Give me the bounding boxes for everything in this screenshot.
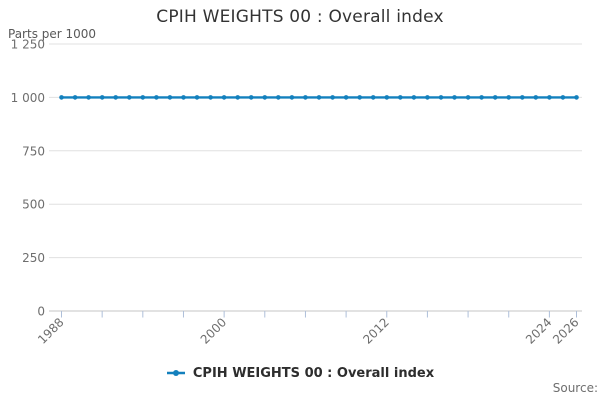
x-axis-tick-label: 1988 bbox=[35, 315, 66, 346]
series-point-marker bbox=[248, 95, 254, 100]
series-point-marker bbox=[479, 95, 484, 100]
series-point-marker bbox=[316, 95, 322, 100]
legend-item[interactable]: CPIH WEIGHTS 00 : Overall index bbox=[0, 363, 600, 383]
series-point-marker bbox=[167, 95, 173, 100]
legend-series-marker-icon bbox=[166, 370, 185, 376]
series-point-marker bbox=[574, 95, 579, 100]
series-point-marker bbox=[330, 95, 335, 100]
series-point-marker bbox=[533, 95, 539, 100]
y-axis-tick-label: 1 250 bbox=[11, 38, 45, 52]
x-axis-tick-label: 2026 bbox=[550, 315, 581, 346]
series-point-marker bbox=[370, 95, 376, 100]
series-point-marker bbox=[194, 95, 200, 100]
series-point-marker bbox=[276, 95, 281, 100]
y-axis-tick-label: 500 bbox=[22, 198, 45, 212]
series-point-marker bbox=[72, 95, 78, 100]
series-point-marker bbox=[384, 95, 390, 100]
y-axis-tick-label: 0 bbox=[37, 305, 45, 319]
series-point-marker bbox=[357, 95, 363, 100]
series-point-marker bbox=[181, 95, 186, 100]
series-point-marker bbox=[506, 95, 512, 100]
x-axis-tick-label: 2024 bbox=[523, 315, 554, 346]
series-point-marker bbox=[113, 95, 118, 100]
series-point-marker bbox=[127, 95, 132, 100]
x-axis-tick-label: 2012 bbox=[360, 315, 391, 346]
series-point-marker bbox=[411, 95, 417, 100]
x-axis-tick-label: 2000 bbox=[198, 315, 229, 346]
legend-label: CPIH WEIGHTS 00 : Overall index bbox=[192, 365, 435, 381]
series-point-marker bbox=[303, 95, 308, 100]
series-point-marker bbox=[235, 95, 240, 100]
series-point-marker bbox=[492, 95, 498, 100]
series-point-marker bbox=[262, 95, 268, 100]
series-point-marker bbox=[86, 95, 91, 100]
series-point-marker bbox=[425, 95, 430, 100]
series-point-marker bbox=[221, 95, 227, 100]
series-point-marker bbox=[398, 95, 403, 100]
series-point-marker bbox=[560, 95, 566, 100]
series-point-marker bbox=[438, 95, 444, 100]
series-point-marker bbox=[452, 95, 457, 100]
series-point-marker bbox=[140, 95, 146, 100]
series-point-marker bbox=[154, 95, 159, 100]
series-point-marker bbox=[465, 95, 471, 100]
y-axis-tick-label: 250 bbox=[22, 251, 45, 265]
series-point-marker bbox=[520, 95, 525, 100]
series-point-marker bbox=[343, 95, 349, 100]
chart-title: CPIH WEIGHTS 00 : Overall index bbox=[156, 7, 444, 27]
series-point-marker bbox=[547, 95, 552, 100]
y-axis-unit-label: Parts per 1000 bbox=[8, 27, 97, 41]
series-point-marker bbox=[99, 95, 105, 100]
series-point-marker bbox=[289, 95, 295, 100]
series-point-marker bbox=[59, 95, 64, 100]
source-note: Source: bbox=[552, 381, 598, 395]
series-point-marker bbox=[208, 95, 213, 100]
y-axis-tick-label: 1 000 bbox=[11, 91, 45, 105]
y-axis-tick-label: 750 bbox=[22, 144, 45, 158]
